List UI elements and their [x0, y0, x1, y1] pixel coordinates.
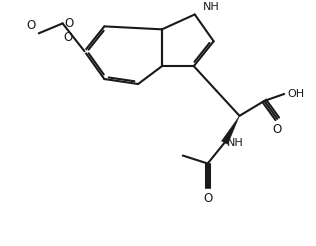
Text: OH: OH	[287, 89, 304, 99]
Text: O: O	[64, 17, 74, 30]
Text: O: O	[63, 31, 72, 44]
Text: NH: NH	[227, 138, 243, 148]
Polygon shape	[222, 116, 240, 144]
Text: O: O	[273, 123, 282, 136]
Text: O: O	[27, 19, 36, 32]
Text: NH: NH	[203, 2, 220, 13]
Text: O: O	[203, 192, 212, 205]
